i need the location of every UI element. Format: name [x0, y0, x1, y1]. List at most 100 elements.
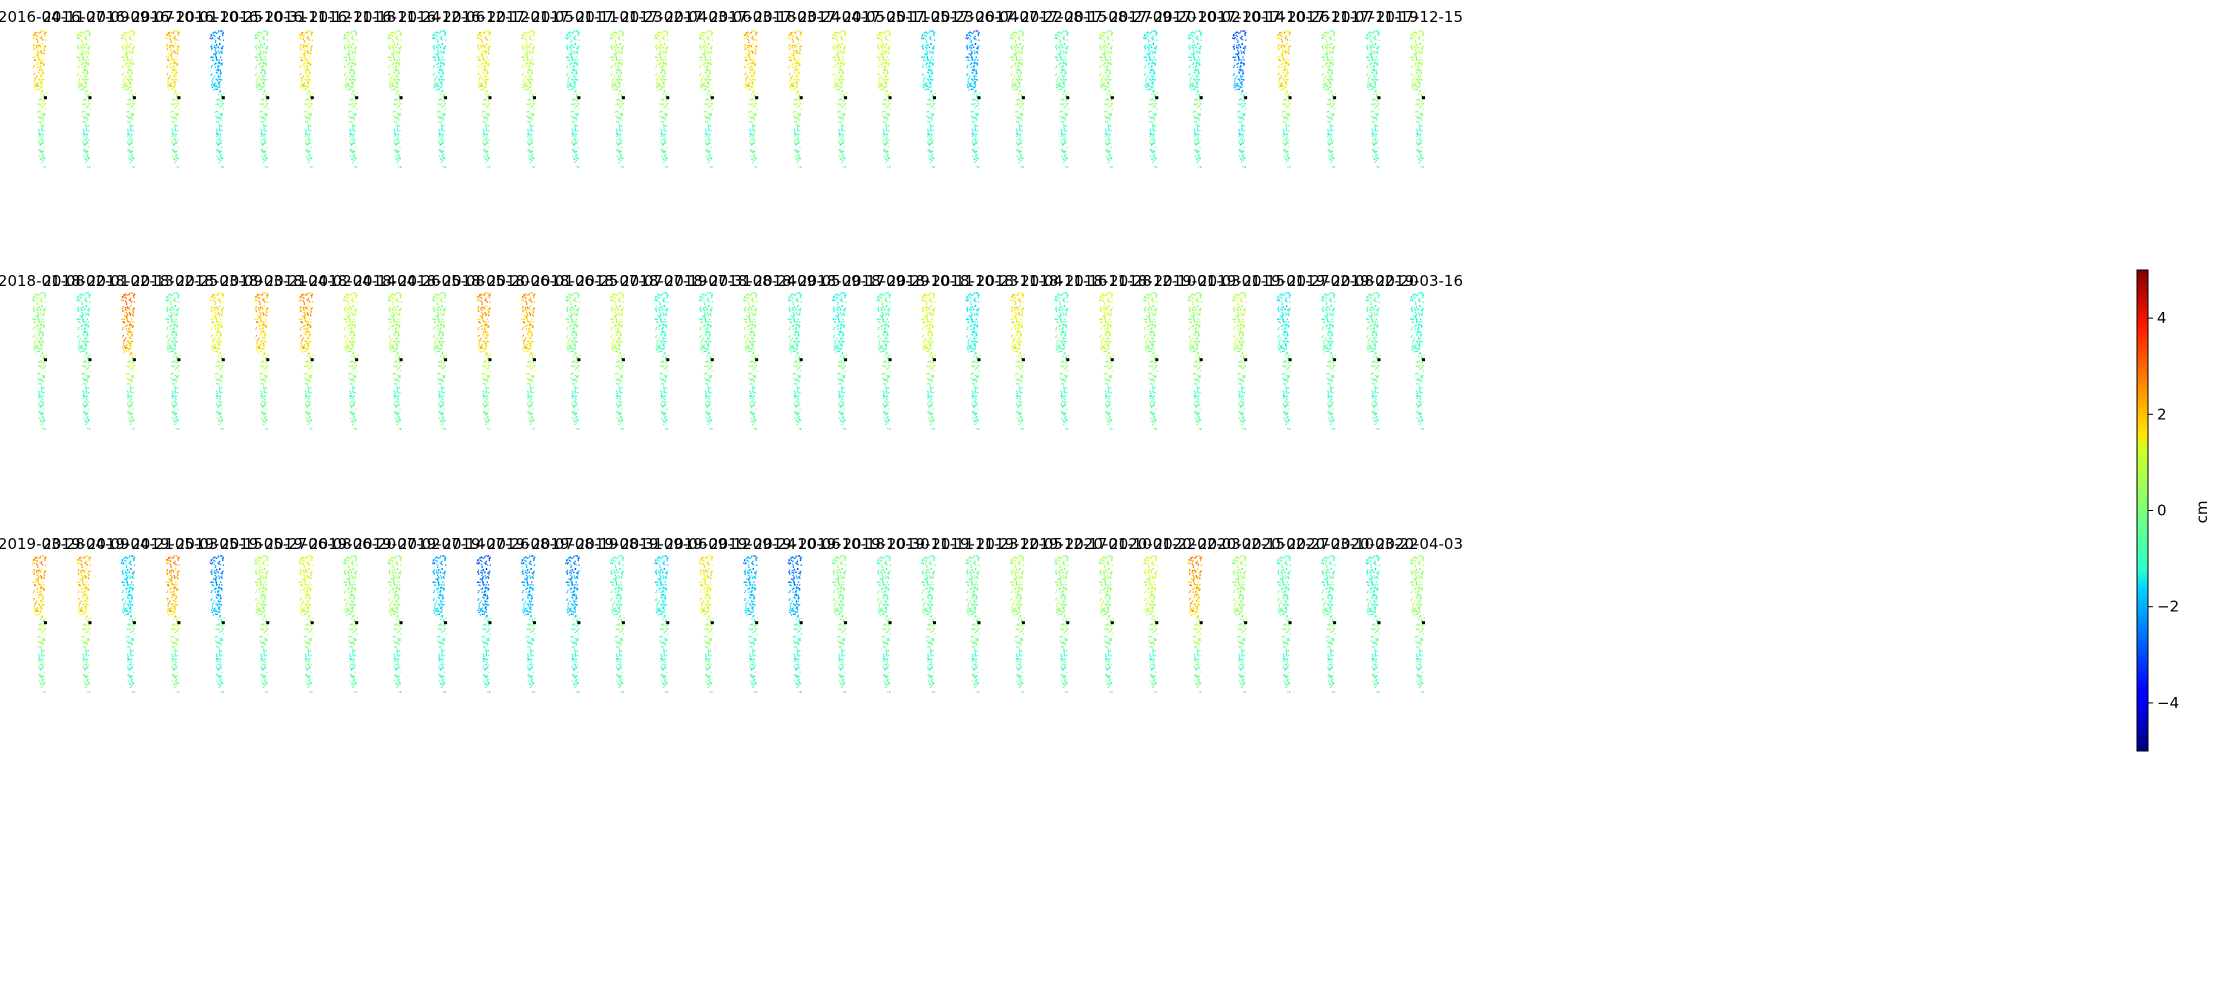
data-point: [348, 40, 350, 42]
data-point: [705, 72, 707, 74]
data-point: [306, 98, 309, 100]
data-point: [211, 65, 213, 67]
data-point: [304, 135, 307, 137]
data-point: [352, 86, 354, 88]
data-point: [833, 56, 835, 58]
data-point: [441, 84, 443, 86]
data-point: [526, 58, 529, 60]
data-point: [398, 71, 400, 74]
data-point: [533, 45, 535, 47]
data-point: [438, 128, 440, 131]
data-point: [306, 149, 308, 151]
data-point: [567, 59, 569, 61]
data-point: [302, 38, 305, 40]
data-point: [129, 124, 132, 126]
data-point: [710, 32, 712, 35]
data-point: [440, 62, 442, 65]
data-point: [42, 79, 44, 81]
data-point: [743, 56, 745, 58]
data-point: [615, 62, 617, 65]
data-point: [663, 90, 665, 93]
data-point: [749, 110, 751, 112]
data-point: [311, 34, 313, 37]
data-point: [619, 141, 621, 143]
data-point: [482, 58, 484, 60]
data-point: [436, 85, 438, 88]
data-point: [703, 66, 705, 68]
data-point: [32, 34, 35, 36]
data-point: [667, 108, 669, 110]
data-point: [617, 66, 619, 68]
data-point: [532, 59, 534, 61]
data-point: [389, 48, 391, 50]
data-point: [481, 40, 483, 42]
data-point: [662, 158, 664, 160]
data-point: [530, 91, 533, 93]
data-point: [752, 99, 754, 101]
data-point: [751, 143, 753, 145]
data-point: [356, 31, 358, 33]
data-point: [37, 85, 40, 87]
data-point: [705, 116, 707, 119]
data-point: [354, 94, 356, 97]
data-point: [794, 155, 796, 157]
data-point: [257, 84, 259, 86]
data-point: [170, 53, 172, 55]
data-point: [751, 38, 754, 40]
data-point: [82, 132, 85, 135]
data-point: [130, 112, 132, 115]
data-point: [654, 56, 656, 58]
data-point: [172, 130, 174, 132]
data-point: [40, 82, 42, 84]
data-point: [440, 158, 442, 160]
data-point: [841, 103, 843, 105]
data-point: [440, 124, 443, 126]
data-point: [522, 48, 524, 50]
data-point: [347, 85, 349, 88]
data-point: [396, 52, 398, 54]
data-point: [305, 78, 307, 81]
data-point: [438, 78, 441, 81]
data-point: [530, 142, 532, 145]
data-point: [441, 112, 443, 115]
data-point: [392, 66, 394, 68]
data-point: [310, 130, 312, 132]
data-point: [488, 32, 490, 35]
data-point: [485, 61, 487, 63]
data-point: [218, 116, 220, 118]
data-point: [173, 86, 175, 88]
data-point: [531, 56, 533, 58]
data-point: [264, 91, 266, 93]
data-point: [85, 159, 88, 161]
data-point: [663, 84, 665, 86]
data-point: [33, 38, 35, 40]
data-point: [174, 99, 176, 101]
data-point: [706, 62, 708, 65]
data-point: [572, 88, 574, 90]
data-point: [178, 103, 180, 105]
data-point: [306, 76, 309, 78]
data-point: [307, 81, 310, 83]
data-point: [303, 54, 305, 56]
data-point: [482, 149, 485, 151]
data-point: [213, 38, 216, 40]
data-point: [530, 141, 532, 143]
data-point: [218, 157, 220, 159]
data-point: [173, 121, 175, 123]
data-point: [306, 66, 308, 68]
data-point: [398, 94, 400, 97]
data-point: [39, 66, 41, 68]
data-point: [614, 63, 616, 65]
data-point: [441, 142, 443, 145]
data-point: [791, 75, 793, 77]
panel: 2017-01-05: [487, 8, 574, 168]
data-point: [753, 150, 756, 152]
data-point: [389, 37, 391, 39]
data-point: [130, 130, 132, 132]
data-point: [211, 80, 214, 82]
reference-point: [399, 96, 403, 100]
data-point: [526, 32, 529, 34]
data-point: [433, 84, 435, 86]
data-point: [838, 57, 840, 59]
data-point: [395, 69, 397, 71]
